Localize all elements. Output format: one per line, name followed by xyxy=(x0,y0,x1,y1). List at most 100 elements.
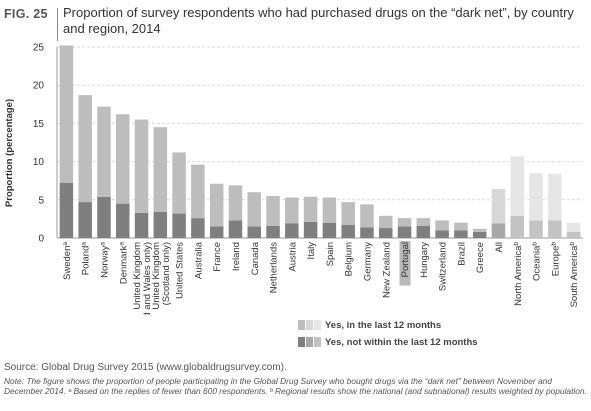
category-highlight xyxy=(399,241,411,286)
bar-segment-last-12-months xyxy=(285,197,299,224)
category-label: Spain xyxy=(325,242,336,266)
bar-segment-not-last-12-months xyxy=(247,226,261,238)
category-label: United States xyxy=(175,242,186,299)
bar-segment-not-last-12-months xyxy=(435,230,449,238)
category-label-text: North Americab xyxy=(513,242,524,306)
legend-swatch-country xyxy=(298,337,305,347)
category-label-text: Belgium xyxy=(344,242,355,276)
bar-segment-not-last-12-months xyxy=(397,226,412,238)
bar-segment-last-12-months xyxy=(341,202,355,226)
note-text: Note: The figure shows the proportion of… xyxy=(4,376,587,396)
bar-segment-last-12-months xyxy=(491,189,506,224)
legend-swatch-country xyxy=(298,320,305,330)
bar-segment-last-12-months xyxy=(228,185,243,221)
category-label-text: Switzerland xyxy=(438,242,449,291)
category-label: North Americab xyxy=(513,242,524,306)
category-label: All xyxy=(494,242,505,253)
bar-segment-last-12-months xyxy=(435,220,449,231)
category-label: Canada xyxy=(250,241,261,275)
category-label-text: Canada xyxy=(250,241,261,275)
bar-segment-not-last-12-months xyxy=(97,196,111,238)
legend-item-not-last-12-months: Yes, not within the last 12 months xyxy=(298,335,478,349)
bar-segment-last-12-months xyxy=(566,222,581,232)
category-label-text: United Kingdom xyxy=(132,242,143,310)
bar-segment-not-last-12-months xyxy=(266,225,280,238)
bar-segment-not-last-12-months xyxy=(360,227,374,238)
legend-swatch-all xyxy=(306,320,313,330)
category-label: United Kingdom (England and Wales only) xyxy=(132,242,153,315)
category-label-text: Austria xyxy=(287,241,298,271)
category-label: Australia xyxy=(193,241,204,279)
y-tick-label: 25 xyxy=(33,43,45,54)
category-label-text: New Zealand xyxy=(381,242,392,298)
title-divider xyxy=(57,8,58,41)
bar-segment-not-last-12-months xyxy=(59,182,74,238)
category-label-text: Portugal xyxy=(400,242,411,277)
category-label: New Zealand xyxy=(381,242,392,298)
category-label-text: Swedena xyxy=(62,242,73,280)
category-label: Polanda xyxy=(81,242,92,276)
category-label-text: All xyxy=(494,242,505,253)
category-label: France xyxy=(212,242,223,272)
category-label: Denmarka xyxy=(118,242,129,285)
bar-segment-not-last-12-months xyxy=(491,223,506,238)
category-label: Oceaniab xyxy=(532,242,543,281)
bar-segment-not-last-12-months xyxy=(322,222,337,238)
category-label-text: Netherlands xyxy=(269,242,280,293)
bar-segment-last-12-months xyxy=(548,173,562,221)
category-label-text: Polanda xyxy=(81,242,92,276)
legend-label: Yes, not within the last 12 months xyxy=(325,336,478,348)
bar-segment-last-12-months xyxy=(416,218,431,226)
category-label-text: (Scotland only) xyxy=(161,242,172,305)
category-label: Greece xyxy=(475,242,486,273)
bar-segment-not-last-12-months xyxy=(228,220,243,238)
figure-label: FIG. 25 xyxy=(4,7,48,21)
y-tick-label: 10 xyxy=(33,157,45,168)
category-label: Netherlands xyxy=(269,242,280,293)
bar-segment-last-12-months xyxy=(191,164,205,219)
category-label-text: France xyxy=(212,242,223,272)
legend-label: Yes, in the last 12 months xyxy=(325,319,442,331)
category-label-text: Europeb xyxy=(550,242,561,277)
category-label-text: South Americab xyxy=(569,242,580,308)
category-label-text: (England and Wales only) xyxy=(142,242,153,315)
bar-segment-last-12-months xyxy=(303,196,318,222)
bar-segment-last-12-months xyxy=(59,45,74,183)
bar-segment-not-last-12-months xyxy=(379,228,393,238)
bar-segment-last-12-months xyxy=(209,183,224,227)
bar-segment-not-last-12-months xyxy=(191,218,205,238)
bar-segment-last-12-months xyxy=(172,152,186,214)
bar-segment-last-12-months xyxy=(510,156,524,216)
bar-segment-not-last-12-months xyxy=(116,203,130,238)
category-label: United Kingdom (Scotland only) xyxy=(151,242,172,310)
bar-segment-not-last-12-months xyxy=(285,223,299,238)
category-label: Germany xyxy=(362,242,373,281)
bar-segment-not-last-12-months xyxy=(134,212,149,238)
bar-segment-last-12-months xyxy=(379,215,393,229)
category-label-text: Greece xyxy=(475,242,486,273)
legend-swatch-all xyxy=(306,337,313,347)
bar-segment-not-last-12-months xyxy=(566,231,581,238)
bar-segment-not-last-12-months xyxy=(341,225,355,238)
category-label: Europeb xyxy=(550,242,561,277)
category-label-text: Brazil xyxy=(456,242,467,266)
category-label-text: Italy xyxy=(306,242,317,260)
bar-segment-not-last-12-months xyxy=(454,230,468,238)
y-tick-label: 20 xyxy=(33,81,45,92)
bar-segment-last-12-months xyxy=(116,114,130,204)
bar-segment-last-12-months xyxy=(322,197,337,223)
category-label-text: United Kingdom xyxy=(151,242,162,310)
bar-segment-not-last-12-months xyxy=(153,212,168,238)
category-label: Belgium xyxy=(344,242,355,276)
category-label-text: Australia xyxy=(193,241,204,279)
category-label-text: Oceaniab xyxy=(532,242,543,281)
category-label: Swedena xyxy=(62,242,73,280)
category-label: Norwaya xyxy=(99,242,110,278)
y-tick-label: 15 xyxy=(33,119,45,130)
category-label-text: Norwaya xyxy=(99,242,110,278)
y-tick-label: 5 xyxy=(38,195,44,206)
category-label-text: Denmarka xyxy=(118,242,129,285)
category-label-text: United States xyxy=(175,242,186,299)
bar-segment-last-12-months xyxy=(134,119,149,213)
